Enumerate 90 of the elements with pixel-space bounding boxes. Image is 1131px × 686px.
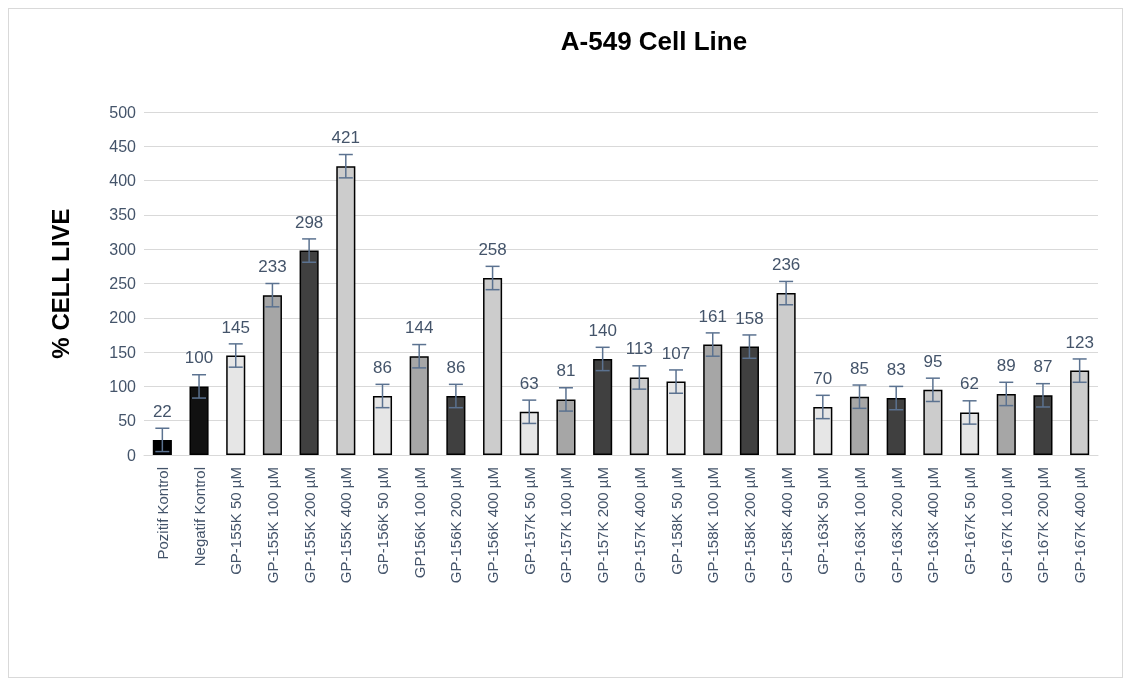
bar xyxy=(776,293,796,455)
data-label: 144 xyxy=(405,318,434,338)
x-tick-label: Pozitif Kontrol xyxy=(153,467,171,560)
bar xyxy=(446,396,466,455)
data-label: 158 xyxy=(735,308,764,328)
bar xyxy=(409,356,429,455)
bar xyxy=(519,411,539,455)
x-tick-label: GP-163K 200 µM xyxy=(887,467,905,584)
bar xyxy=(593,358,613,455)
data-label: 89 xyxy=(996,355,1016,375)
data-label: 107 xyxy=(661,343,691,363)
data-label: 86 xyxy=(446,358,466,377)
data-label: 123 xyxy=(1065,332,1094,352)
x-tick-label: GP156K 100 µM xyxy=(410,467,428,579)
x-tick-label: GP-157K 100 µM xyxy=(557,467,575,584)
y-tick-label: 250 xyxy=(109,275,137,292)
data-label: 145 xyxy=(221,317,250,337)
x-tick-label: GP-155K 400 µM xyxy=(337,467,355,584)
bar xyxy=(372,396,393,455)
x-tick-label: GP-156K 50 µM xyxy=(374,467,391,575)
x-tick-label: GP-167K 100 µM xyxy=(997,467,1015,584)
x-tick-label: GP-158K 200 µM xyxy=(740,467,758,584)
bar xyxy=(739,346,759,455)
y-axis-title: % CELL LIVE xyxy=(46,208,74,359)
bar xyxy=(189,386,209,455)
data-label: 236 xyxy=(771,255,801,275)
x-tick-label: GP-167K 50 µM xyxy=(961,467,979,575)
bar xyxy=(703,344,723,455)
data-label: 87 xyxy=(1033,357,1053,377)
bar xyxy=(849,396,870,455)
bar xyxy=(996,393,1016,455)
data-label: 22 xyxy=(152,401,172,421)
bar xyxy=(1070,370,1090,455)
x-tick-label: Negatif Kontrol xyxy=(190,467,208,567)
bar xyxy=(923,389,943,455)
x-tick-label: GP-157K 50 µM xyxy=(520,467,538,575)
y-tick-label: 500 xyxy=(109,103,137,121)
bar xyxy=(960,412,980,455)
y-tick-label: 100 xyxy=(109,377,137,395)
x-tick-label: GP-155K 200 µM xyxy=(300,467,318,584)
bar xyxy=(886,398,906,455)
bar xyxy=(336,166,356,455)
bar xyxy=(226,355,246,455)
x-tick-label: GP-158K 50 µM xyxy=(667,467,685,575)
data-label: 62 xyxy=(960,374,980,394)
bar xyxy=(299,250,319,455)
x-tick-label: GP-157K 400 µM xyxy=(630,467,648,584)
data-label: 95 xyxy=(923,351,943,371)
y-tick-label: 350 xyxy=(109,206,137,224)
data-label: 86 xyxy=(373,358,392,377)
bar xyxy=(262,295,282,455)
bar xyxy=(666,381,686,455)
data-label: 63 xyxy=(519,373,539,393)
x-tick-label: GP-157K 200 µM xyxy=(594,467,612,584)
data-label: 233 xyxy=(258,257,287,277)
data-label: 140 xyxy=(588,320,617,340)
y-tick-label: 0 xyxy=(127,446,137,464)
data-label: 161 xyxy=(698,306,727,326)
x-tick-label: GP-163K 50 µM xyxy=(814,467,832,575)
y-tick-label: 50 xyxy=(118,412,137,430)
x-tick-label: GP-163K 400 µM xyxy=(924,467,942,584)
x-tick-label: GP-167K 400 µM xyxy=(1071,467,1089,584)
data-label: 100 xyxy=(184,348,214,368)
bar xyxy=(629,377,649,455)
data-label: 70 xyxy=(813,368,833,388)
x-tick-label: GP-163K 100 µM xyxy=(851,467,868,584)
data-label: 258 xyxy=(478,240,507,260)
bar xyxy=(813,406,833,455)
x-tick-label: GP-158K 400 µM xyxy=(777,467,795,584)
data-label: 421 xyxy=(331,128,360,148)
x-tick-label: GP-167K 200 µM xyxy=(1034,467,1052,584)
x-tick-label: GP-155K 50 µM xyxy=(227,467,245,575)
y-tick-label: 400 xyxy=(109,172,137,190)
x-tick-label: GP-158K 100 µM xyxy=(704,467,722,584)
x-tick-label: GP-156K 200 µM xyxy=(447,467,465,584)
data-label: 83 xyxy=(886,360,906,380)
bar xyxy=(483,278,503,455)
y-tick-label: 200 xyxy=(109,309,137,327)
chart-title: A-549 Cell Line xyxy=(560,26,748,56)
y-tick-label: 450 xyxy=(109,137,137,155)
x-tick-label: GP-155K 100 µM xyxy=(263,467,281,584)
y-tick-label: 150 xyxy=(109,343,137,361)
data-label: 85 xyxy=(850,358,869,378)
bar xyxy=(556,399,576,455)
data-label: 113 xyxy=(625,339,653,359)
x-tick-label: GP-156K 400 µM xyxy=(484,467,502,584)
data-label: 298 xyxy=(294,212,324,232)
data-label: 81 xyxy=(556,361,576,381)
y-tick-label: 300 xyxy=(109,240,137,258)
bar xyxy=(1033,395,1053,455)
